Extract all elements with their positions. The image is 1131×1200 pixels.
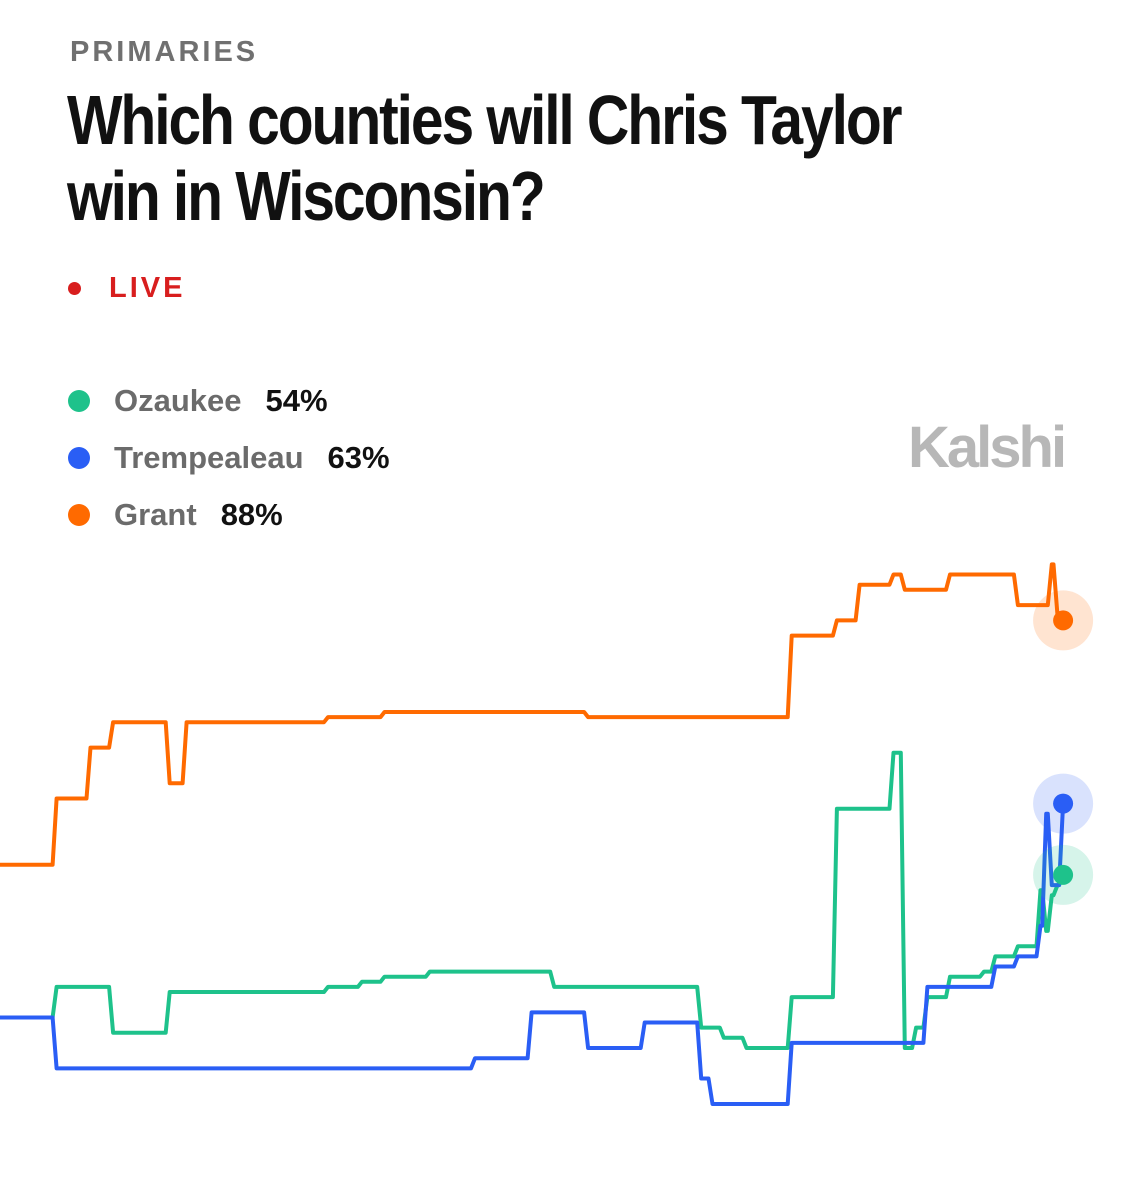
- end-marker-trempealeau: [1053, 793, 1074, 814]
- series-line-ozaukee: [0, 750, 1066, 1050]
- legend-value: 88%: [220, 496, 283, 532]
- live-dot-icon: [68, 282, 81, 295]
- series-line-grant: [0, 562, 1066, 867]
- section-kicker: PRIMARIES: [70, 36, 259, 68]
- live-indicator: LIVE: [68, 272, 185, 305]
- legend-item-trempealeau: Trempealeau 63%: [68, 429, 390, 486]
- legend-value: 63%: [327, 439, 390, 475]
- legend-dot-icon: [68, 446, 90, 469]
- legend-name: Ozaukee: [114, 382, 242, 418]
- legend-name: Trempealeau: [114, 439, 304, 475]
- kalshi-logo: Kalshi: [908, 415, 1067, 480]
- chart-legend: Ozaukee 54% Trempealeau 63% Grant 88%: [68, 372, 390, 543]
- legend-dot-icon: [68, 389, 90, 412]
- legend-item-ozaukee: Ozaukee 54%: [68, 372, 390, 429]
- legend-item-grant: Grant 88%: [68, 486, 390, 543]
- legend-value: 54%: [265, 382, 328, 418]
- legend-name: Grant: [114, 496, 197, 532]
- chart-title: Which counties will Chris Taylor win in …: [67, 81, 903, 235]
- live-label: LIVE: [109, 272, 186, 304]
- legend-dot-icon: [68, 503, 90, 526]
- end-marker-ozaukee: [1053, 864, 1074, 885]
- end-marker-grant: [1053, 610, 1074, 631]
- series-line-trempealeau: [0, 801, 1066, 1106]
- line-chart: [0, 562, 1094, 1106]
